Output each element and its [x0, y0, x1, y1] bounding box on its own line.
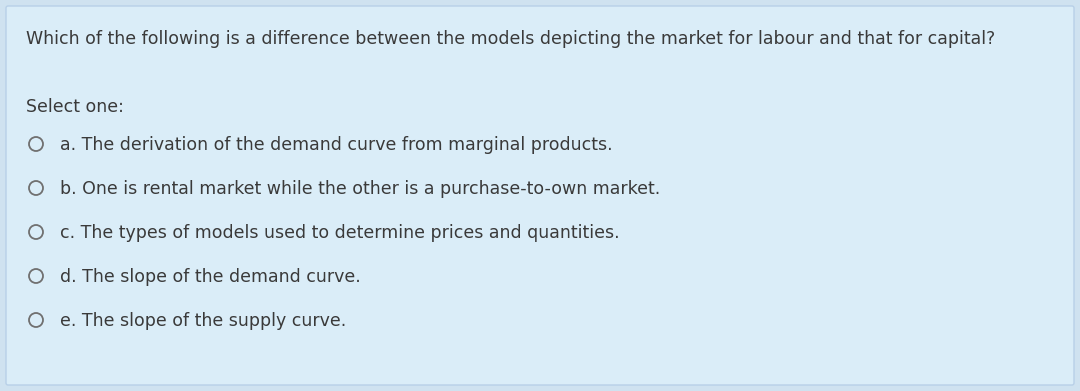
Text: a. The derivation of the demand curve from marginal products.: a. The derivation of the demand curve fr… [60, 136, 612, 154]
Text: Which of the following is a difference between the models depicting the market f: Which of the following is a difference b… [26, 30, 996, 48]
FancyBboxPatch shape [6, 6, 1074, 385]
Text: d. The slope of the demand curve.: d. The slope of the demand curve. [60, 268, 361, 286]
Text: e. The slope of the supply curve.: e. The slope of the supply curve. [60, 312, 347, 330]
Text: Select one:: Select one: [26, 98, 124, 116]
Text: c. The types of models used to determine prices and quantities.: c. The types of models used to determine… [60, 224, 620, 242]
Text: b. One is rental market while the other is a purchase-to-own market.: b. One is rental market while the other … [60, 180, 660, 198]
